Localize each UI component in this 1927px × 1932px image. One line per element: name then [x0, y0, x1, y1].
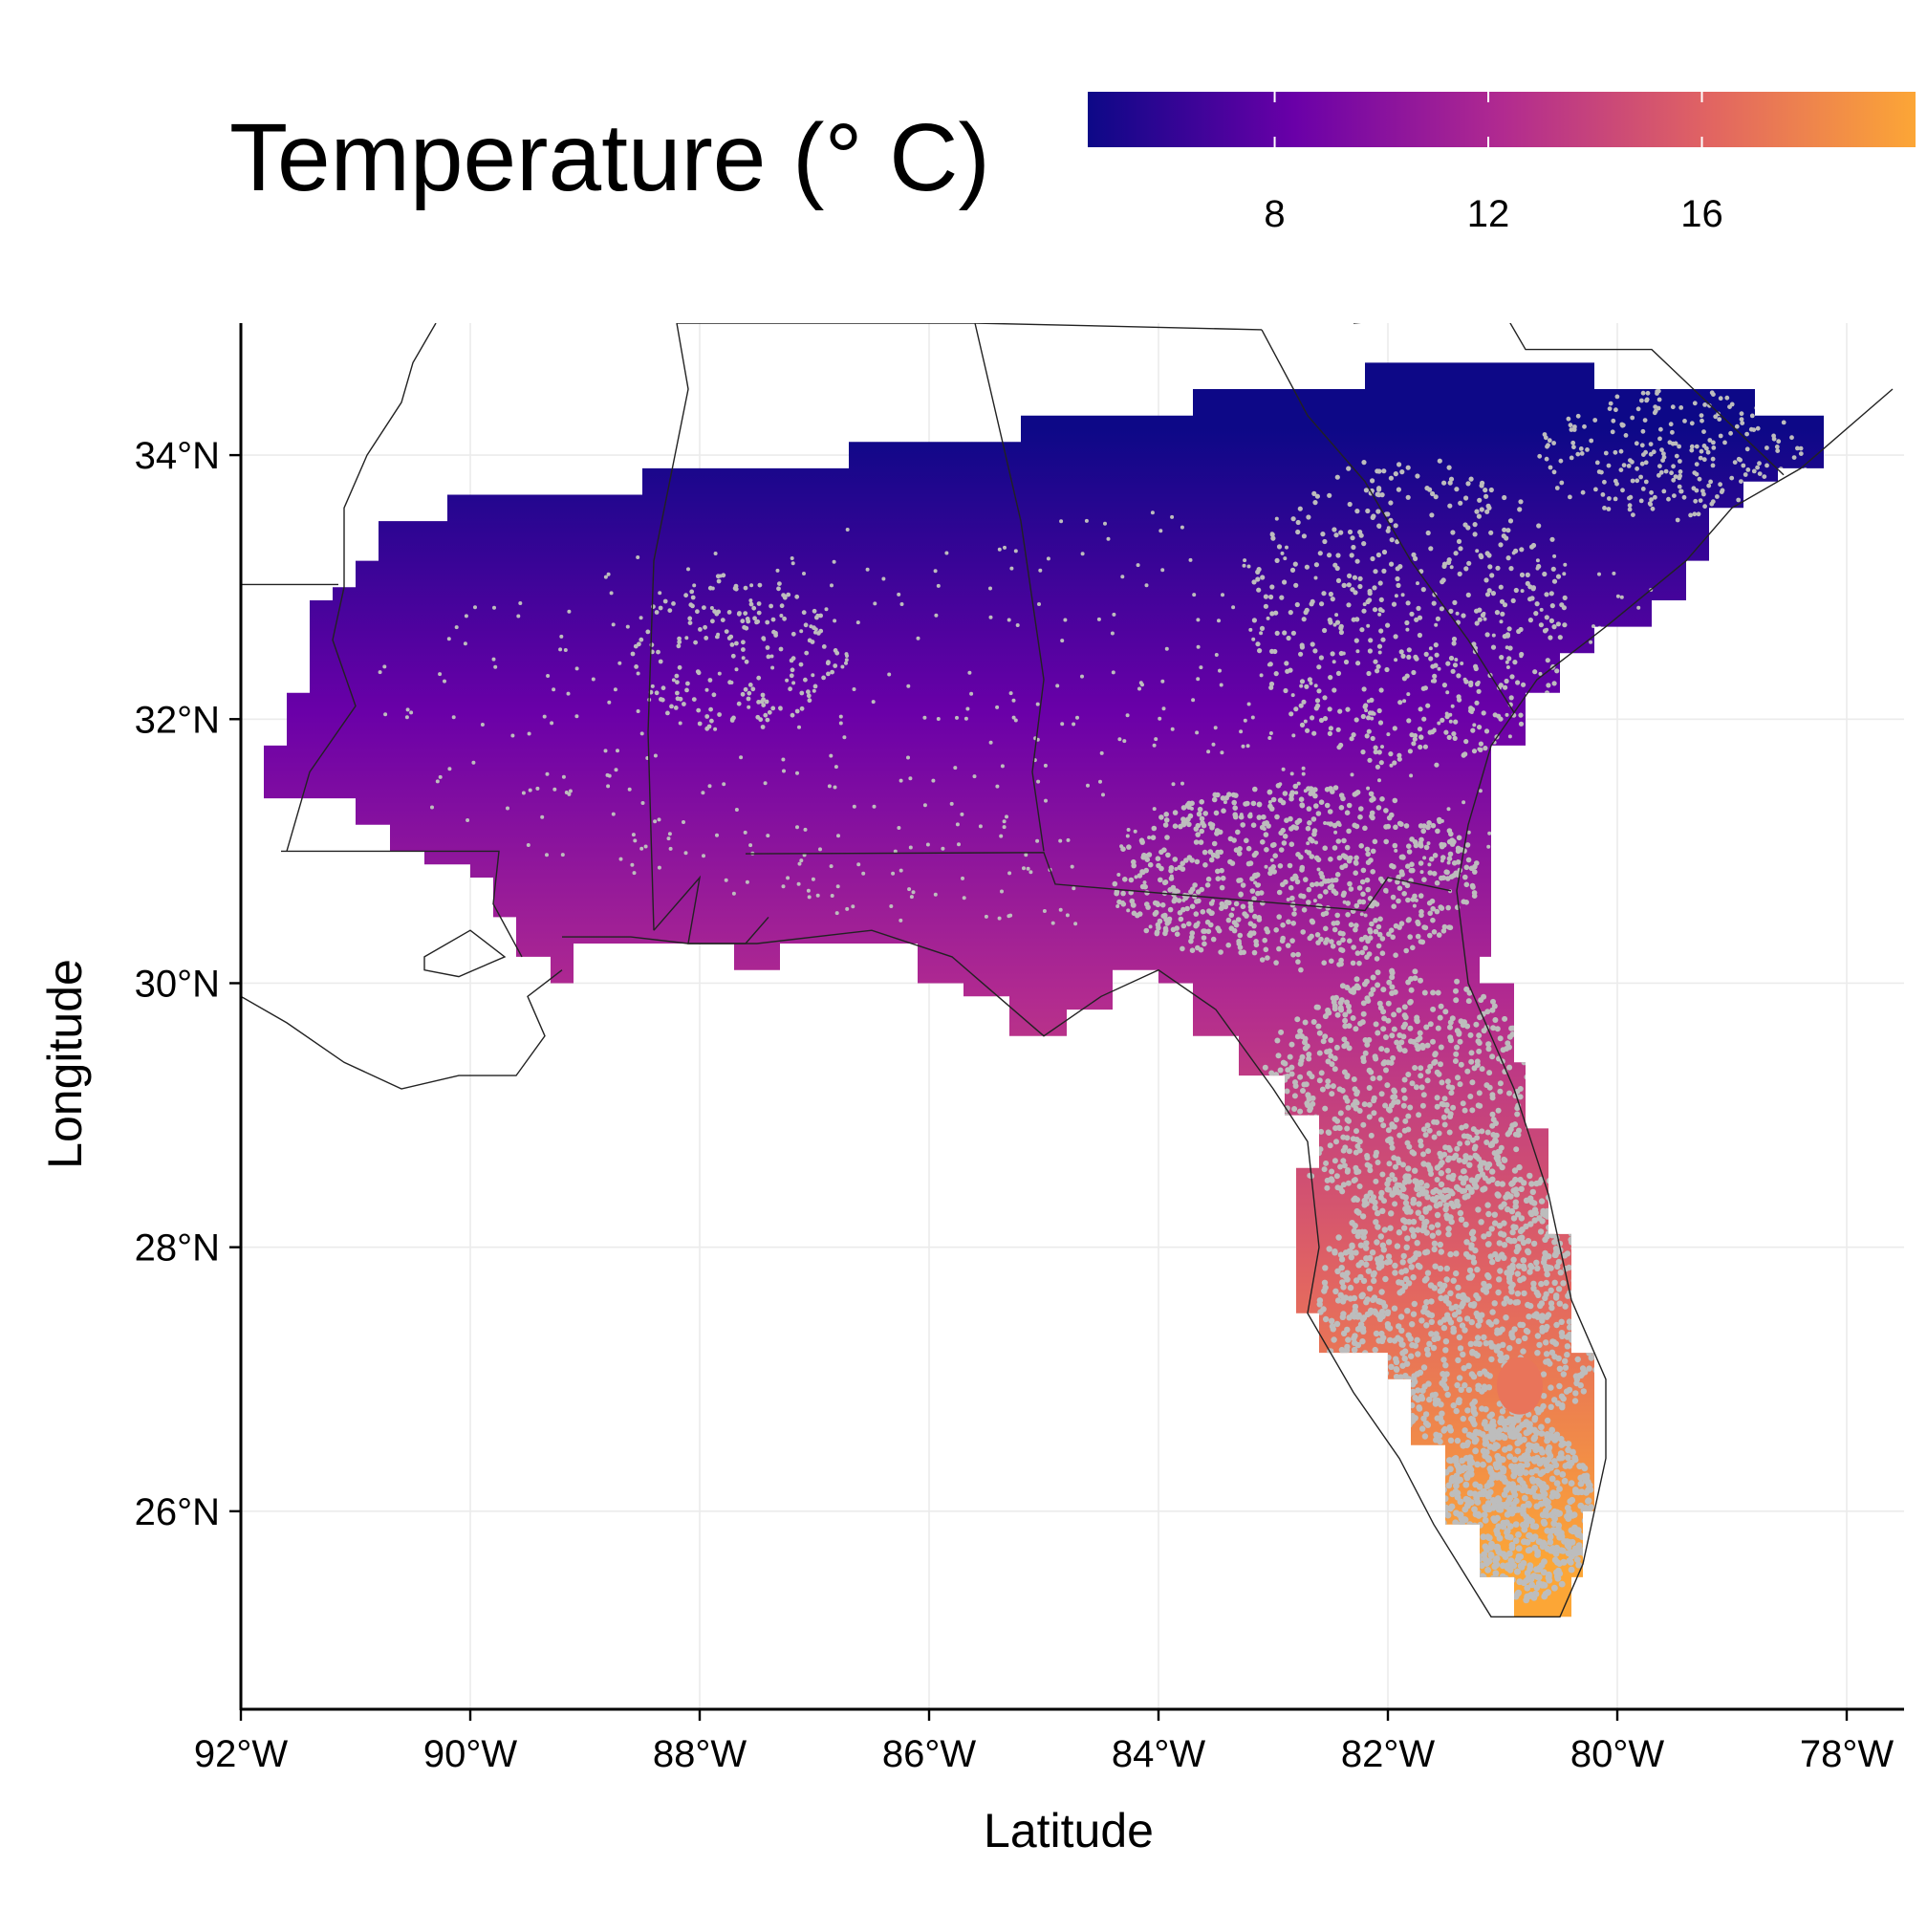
colorbar-bar: [1088, 92, 1916, 147]
boundary-line: [647, 323, 689, 931]
x-tick-label: 84°W: [1112, 1733, 1205, 1775]
y-tick-label: 34°N: [135, 435, 220, 477]
boundary-line: [1261, 329, 1515, 713]
y-tick-label: 30°N: [135, 963, 220, 1005]
axes: 92°W 90°W 88°W 86°W 84°W 82°W 80°W 78°W 34°N 32°N…: [135, 323, 1904, 1775]
x-tick-label: 82°W: [1341, 1733, 1435, 1775]
boundary-line: [677, 323, 1263, 331]
colorbar-tick-label: 8: [1264, 193, 1286, 235]
boundary-line: [1353, 323, 1785, 476]
x-tick-label: 88°W: [653, 1733, 747, 1775]
boundary-line: [745, 852, 1452, 912]
state-boundaries: [241, 323, 1894, 1617]
colorbar: [1088, 92, 1916, 147]
y-axis-title: Longitude: [38, 959, 92, 1169]
boundary-line: [974, 323, 1045, 852]
x-axis-title: Latitude: [984, 1804, 1154, 1857]
y-tick-label: 32°N: [135, 699, 220, 741]
boundary-line: [423, 929, 507, 978]
y-tick-label: 26°N: [135, 1491, 220, 1533]
boundary-line: [241, 969, 563, 1090]
occurrence-points: [378, 388, 1819, 1604]
colorbar-tick-label: 12: [1466, 193, 1510, 235]
y-tick-label: 28°N: [135, 1227, 220, 1270]
colorbar-tick-label: 16: [1680, 193, 1723, 235]
x-tick-label: 78°W: [1800, 1733, 1894, 1775]
boundary-line: [286, 323, 437, 852]
x-tick-label: 80°W: [1570, 1733, 1664, 1775]
x-tick-label: 92°W: [194, 1733, 288, 1775]
legend-title: Temperature (° C): [229, 104, 990, 211]
boundary-line: [281, 850, 523, 958]
temperature-raster: [264, 362, 1824, 1617]
boundary-line: [562, 388, 1894, 1617]
lake-okeechobee: [1497, 1357, 1543, 1415]
x-tick-label: 90°W: [423, 1733, 517, 1775]
x-tick-label: 86°W: [882, 1733, 976, 1775]
